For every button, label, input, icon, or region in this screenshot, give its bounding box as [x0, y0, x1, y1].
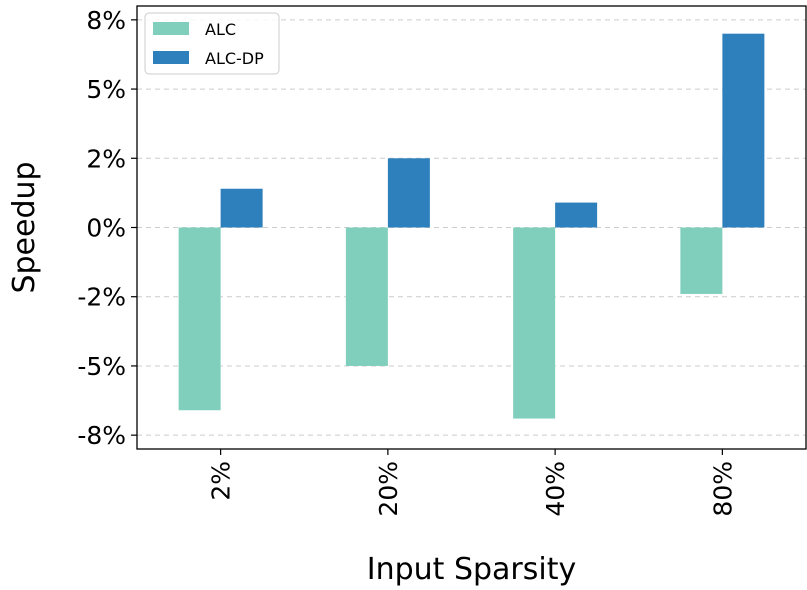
bar-alc-dp — [555, 202, 598, 228]
y-tick-label: -8% — [77, 421, 126, 450]
bar-alc-dp — [722, 33, 765, 228]
y-tick-label: 5% — [86, 75, 126, 104]
legend-label: ALC-DP — [205, 49, 264, 68]
y-axis-ticks: 8% 5% 2% 0% -2% -5% -8% — [77, 6, 137, 450]
bar-alc — [680, 227, 723, 294]
legend-label: ALC — [205, 20, 236, 39]
x-axis-label: Input Sparsity — [367, 552, 577, 587]
y-tick-label: -5% — [77, 352, 126, 381]
x-tick-label: 40% — [541, 461, 570, 517]
y-tick-label: 2% — [86, 144, 126, 173]
bar-alc-dp — [220, 188, 263, 228]
x-tick-label: 80% — [708, 461, 737, 517]
bar-alc — [345, 227, 388, 366]
y-tick-label: 8% — [86, 6, 126, 35]
bar-alc-dp — [387, 158, 430, 228]
bar-alc — [513, 227, 556, 419]
legend-swatch — [153, 51, 189, 64]
y-tick-label: -2% — [77, 283, 126, 312]
x-axis-ticks: 2% 20% 40% 80% — [207, 449, 737, 517]
legend-swatch — [153, 22, 189, 35]
x-tick-label: 20% — [374, 461, 403, 517]
y-tick-label: 0% — [86, 214, 126, 243]
bars — [178, 33, 765, 419]
y-axis-label: Speedup — [7, 161, 42, 293]
legend: ALC ALC-DP — [144, 12, 280, 75]
bar-alc — [178, 227, 221, 411]
x-tick-label: 2% — [207, 461, 236, 501]
